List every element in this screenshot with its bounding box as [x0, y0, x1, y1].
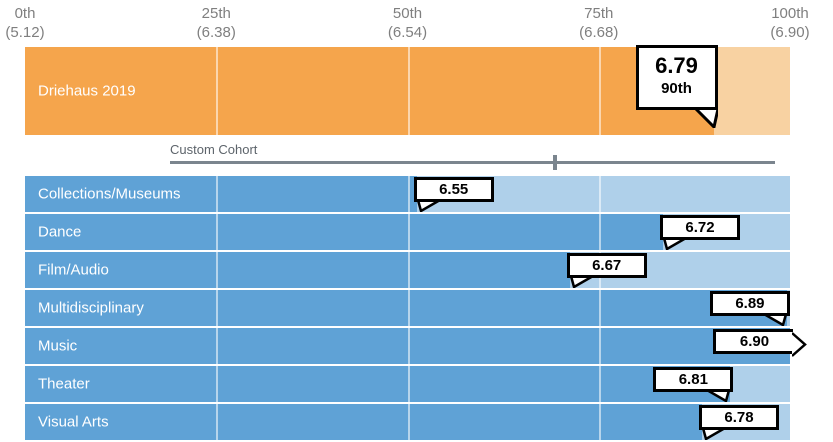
value-callout: 6.72 [660, 215, 740, 250]
quartile-separator-50 [407, 328, 410, 364]
axis-tick-100th: 100th (6.90) [745, 4, 833, 42]
custom-cohort-label: Custom Cohort [170, 142, 258, 157]
quartile-separator-50 [407, 176, 410, 212]
callout-tail-icon [701, 428, 726, 440]
axis-tick-50th: 50th (6.54) [363, 4, 453, 42]
bar-label: Multidisciplinary [38, 299, 144, 317]
axis-tick-value: (6.90) [770, 24, 810, 41]
callout-tail-icon [706, 390, 731, 402]
callout-value: 6.89 [735, 295, 765, 312]
quartile-separator-50 [407, 290, 410, 326]
quartile-separator-25 [216, 214, 219, 250]
value-callout: 6.89 [709, 291, 790, 326]
cohort-bar-theater[interactable]: Theater 6.81 [25, 366, 790, 402]
quartile-separator-25 [216, 404, 219, 440]
primary-callout-percentile: 90th [661, 80, 692, 97]
bar-label: Music [38, 337, 78, 355]
cohort-bar-multidisciplinary[interactable]: Multidisciplinary 6.89 [25, 290, 790, 326]
axis-tick-percentile: 50th [392, 5, 423, 22]
callout-value: 6.67 [592, 257, 622, 274]
quartile-separator-75 [598, 404, 601, 440]
bar-label: Theater [38, 375, 90, 393]
bar-fill [25, 176, 417, 212]
axis-tick-percentile: 0th [14, 5, 36, 22]
quartile-separator-25 [216, 366, 219, 402]
quartile-separator-25 [216, 328, 219, 364]
axis-tick-75th: 75th (6.68) [554, 4, 644, 42]
value-callout: 6.90 [713, 329, 807, 357]
axis-tick-value: (6.54) [387, 24, 428, 41]
bar-label: Film/Audio [38, 261, 109, 279]
callout-value: 6.55 [439, 181, 469, 198]
quartile-separator-75 [598, 328, 601, 364]
axis-tick-percentile: 100th [771, 5, 809, 22]
callout-tail-icon [569, 276, 594, 288]
bar-fill [25, 214, 663, 250]
bar-label: Dance [38, 223, 82, 241]
value-callout: 6.78 [699, 405, 780, 440]
callout-value: 6.72 [685, 219, 715, 236]
bar-fill [25, 366, 731, 402]
bar-fill [25, 252, 570, 288]
axis-tick-value: (5.12) [5, 24, 45, 41]
custom-cohort-marker-tick [552, 155, 557, 170]
cohort-bar-film-audio[interactable]: Film/Audio 6.67 [25, 252, 790, 288]
quartile-separator-25 [216, 252, 219, 288]
quartile-separator-50 [407, 404, 410, 440]
quartile-separator-75 [598, 214, 601, 250]
custom-cohort-range-line [170, 161, 775, 164]
cohort-bars: Collections/Museums 6.55 Dance 6.72 [25, 176, 807, 442]
quartile-separator-25 [216, 47, 219, 135]
quartile-separator-75 [598, 176, 601, 212]
callout-tail-icon [416, 200, 441, 212]
value-callout: 6.55 [413, 177, 494, 212]
quartile-separator-75 [598, 366, 601, 402]
axis-tick-25th: 25th (6.38) [171, 4, 261, 42]
quartile-separator-50 [407, 252, 410, 288]
axis-tick-value: (6.38) [196, 24, 236, 41]
value-callout: 6.81 [653, 367, 734, 402]
primary-value-callout: 6.79 90th [635, 45, 718, 128]
quartile-separator-50 [407, 366, 410, 402]
bar-fill [25, 290, 787, 326]
quartile-separator-75 [598, 290, 601, 326]
axis-tick-value: (6.68) [579, 24, 619, 41]
primary-bar-label: Driehaus 2019 [38, 82, 136, 100]
value-callout: 6.67 [566, 253, 647, 288]
callout-value: 6.78 [724, 409, 754, 426]
primary-bar-driehaus-2019[interactable]: Driehaus 2019 6.79 90th [25, 45, 790, 135]
quartile-separator-50 [407, 47, 410, 135]
cohort-bar-visual-arts[interactable]: Visual Arts 6.78 [25, 404, 790, 440]
bar-fill [25, 404, 703, 440]
quartile-separator-25 [216, 176, 219, 212]
callout-tail-icon [763, 314, 788, 326]
cohort-bar-dance[interactable]: Dance 6.72 [25, 214, 790, 250]
cohort-bar-collections-museums[interactable]: Collections/Museums 6.55 [25, 176, 790, 212]
bar-label: Visual Arts [38, 413, 109, 431]
axis-tick-0th: 0th (5.12) [0, 4, 70, 42]
bar-label: Collections/Museums [38, 185, 181, 203]
primary-callout-value: 6.79 [655, 53, 698, 78]
callout-tail-icon [693, 108, 718, 128]
cohort-bar-music[interactable]: Music 6.90 [25, 328, 807, 364]
callout-value: 6.81 [678, 371, 708, 388]
axis-tick-percentile: 25th [201, 5, 231, 22]
quartile-separator-75 [598, 47, 601, 135]
callout-value: 6.90 [739, 333, 770, 350]
axis-tick-percentile: 75th [584, 5, 614, 22]
callout-arrow-icon [792, 332, 807, 357]
quartile-separator-50 [407, 214, 410, 250]
quartile-separator-25 [216, 290, 219, 326]
callout-tail-icon [662, 238, 687, 250]
